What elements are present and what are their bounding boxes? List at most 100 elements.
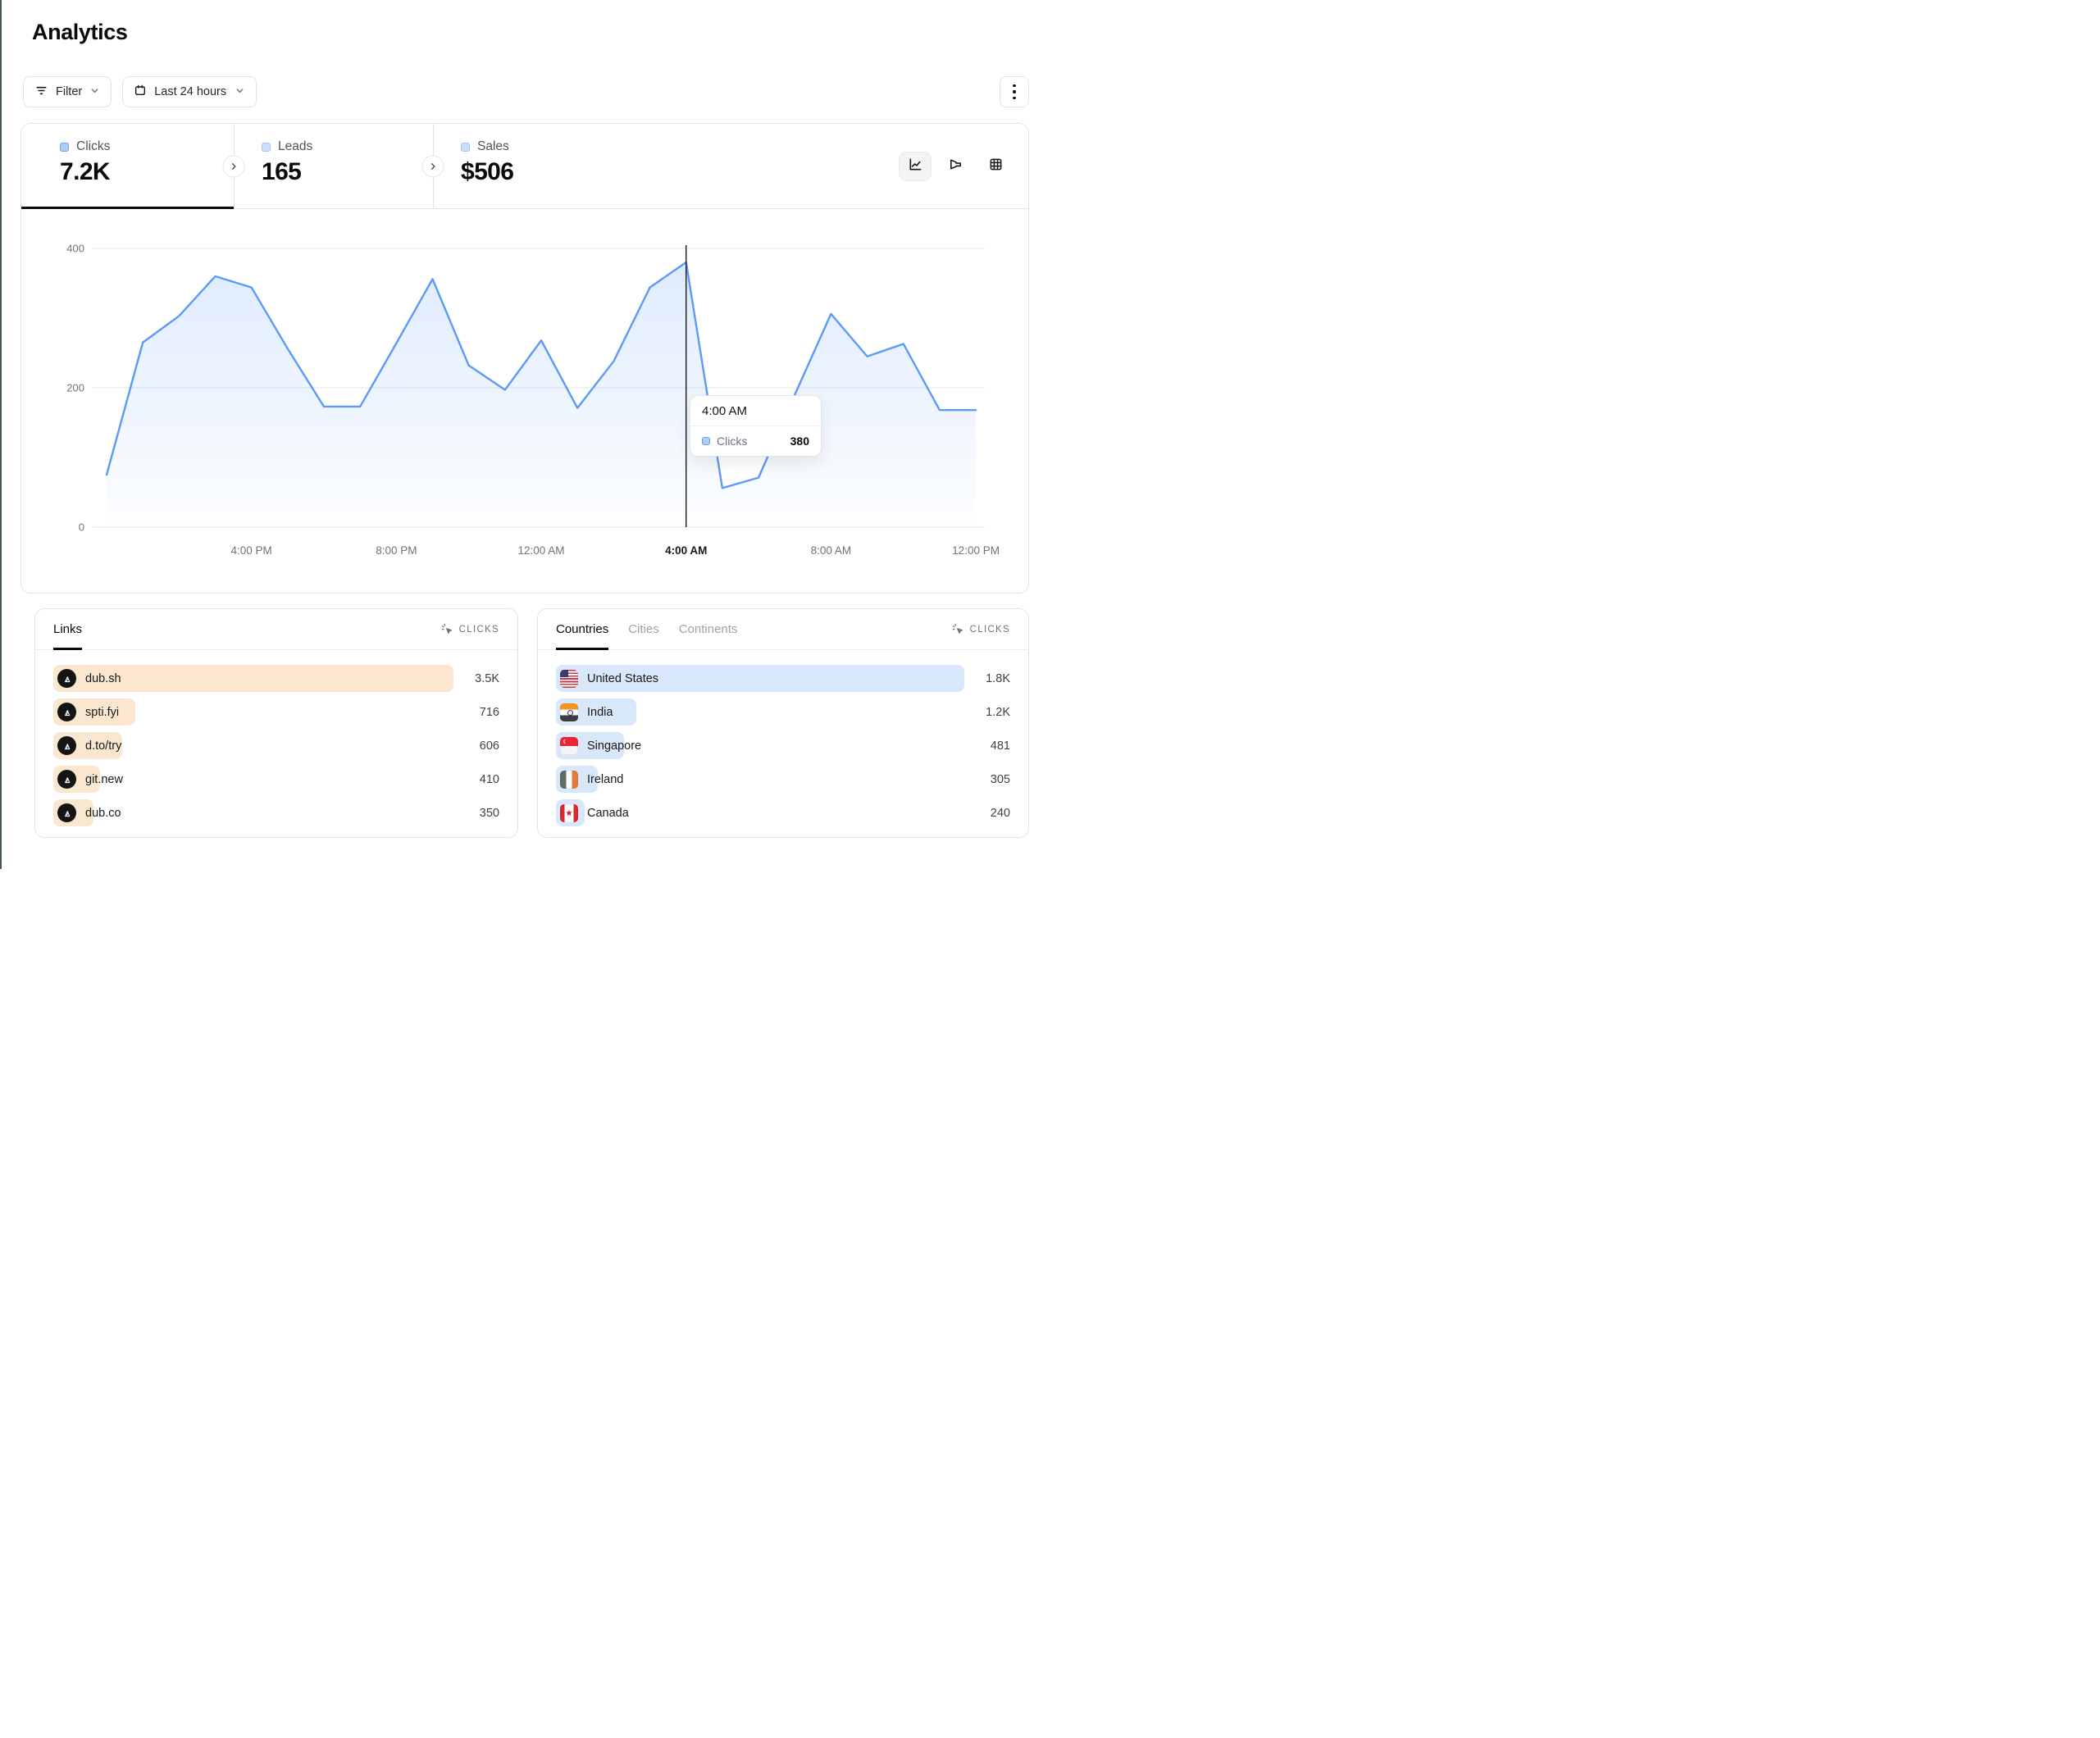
chart-tooltip: 4:00 AM Clicks 380: [690, 395, 822, 457]
flag-us-icon: [560, 669, 578, 688]
line-chart-view-button[interactable]: [899, 151, 932, 181]
active-stat-indicator: [21, 207, 234, 209]
geo-metric-label: CLICKS: [969, 624, 1010, 635]
clicks-legend-square: [60, 142, 69, 152]
table-view-button[interactable]: [979, 152, 1012, 181]
row-label: India: [587, 705, 613, 719]
y-axis-tick-label: 200: [66, 382, 84, 394]
stats-row: Clicks 7.2K Leads 165 Sales $506: [21, 124, 1028, 209]
more-options-button[interactable]: [1000, 76, 1029, 107]
geo-metric-selector[interactable]: CLICKS: [952, 609, 1010, 649]
row-label: git.new: [85, 772, 123, 786]
window-edge-accent: [0, 0, 2, 869]
row-label: dub.co: [85, 806, 121, 820]
row-label: d.to/try: [85, 739, 122, 753]
link-row[interactable]: git.new 410: [53, 766, 499, 793]
area-fill: [107, 262, 977, 527]
tooltip-legend-square: [702, 437, 710, 445]
row-label: United States: [587, 671, 659, 685]
country-row[interactable]: Canada 240: [556, 799, 1010, 826]
tab-cities[interactable]: Cities: [628, 622, 659, 636]
date-range-button[interactable]: Last 24 hours: [122, 76, 257, 107]
row-label: dub.sh: [85, 671, 121, 685]
geo-panel-header: Countries Cities Continents CLICKS: [538, 609, 1028, 650]
link-row[interactable]: dub.sh 3.5K: [53, 665, 499, 692]
value-bar: [556, 665, 964, 692]
chevron-down-icon: [89, 85, 100, 99]
area-chart-svg[interactable]: 400 200 0 4:00 PM 8:00 PM 12:00 AM 4:00 AM 8:00…: [50, 239, 1009, 566]
geo-panel: Countries Cities Continents CLICKS United …: [537, 608, 1029, 838]
country-row[interactable]: Singapore 481: [556, 732, 1010, 759]
tooltip-series-label: Clicks: [717, 434, 748, 448]
links-metric-selector[interactable]: CLICKS: [441, 609, 499, 649]
cursor-rays-icon: [952, 623, 963, 634]
row-value: 305: [990, 772, 1010, 786]
tab-continents[interactable]: Continents: [678, 622, 738, 636]
stat-clicks-label: Clicks: [76, 139, 111, 153]
filter-lines-icon: [34, 84, 48, 101]
row-value: 240: [990, 806, 1010, 820]
stat-leads[interactable]: Leads 165: [234, 124, 433, 208]
stat-clicks[interactable]: Clicks 7.2K: [21, 124, 234, 209]
y-axis-tick-label: 0: [79, 521, 84, 534]
link-row[interactable]: dub.co 350: [53, 799, 499, 826]
stat-leads-label: Leads: [278, 139, 313, 153]
date-range-label: Last 24 hours: [154, 85, 227, 98]
row-label: Canada: [587, 806, 629, 820]
stat-sales-label: Sales: [477, 139, 509, 153]
filter-button-label: Filter: [56, 85, 83, 98]
clicks-line: [105, 261, 977, 489]
y-axis-tick-label: 400: [66, 243, 84, 255]
leads-legend-square: [262, 142, 271, 152]
link-row[interactable]: spti.fyi 716: [53, 698, 499, 726]
country-row[interactable]: Ireland 305: [556, 766, 1010, 793]
links-panel: Links CLICKS dub.sh 3.5K spti.fyi 716 d.to/t…: [34, 608, 518, 838]
x-axis-tick-label: 8:00 AM: [811, 544, 852, 557]
page-title: Analytics: [32, 20, 128, 44]
stat-leads-value: 165: [262, 158, 302, 185]
tooltip-value: 380: [790, 434, 809, 448]
x-axis-tick-label: 4:00 PM: [231, 544, 272, 557]
dub-logo-icon: [57, 736, 76, 755]
row-value: 481: [990, 739, 1010, 753]
sales-legend-square: [461, 142, 470, 152]
tab-countries[interactable]: Countries: [556, 609, 609, 650]
links-list: dub.sh 3.5K spti.fyi 716 d.to/try 606 git.new 4…: [35, 650, 517, 826]
country-row[interactable]: India 1.2K: [556, 698, 1010, 726]
flag-ca-icon: [560, 803, 578, 822]
row-value: 410: [479, 772, 499, 786]
value-bar: [53, 665, 453, 692]
country-row[interactable]: United States 1.8K: [556, 665, 1010, 692]
dub-logo-icon: [57, 803, 76, 822]
flag-in-icon: [560, 703, 578, 721]
analytics-card: Clicks 7.2K Leads 165 Sales $506: [20, 123, 1029, 594]
table-grid-icon: [988, 157, 1004, 176]
row-label: Singapore: [587, 739, 642, 753]
toolbar: Filter Last 24 hours: [23, 76, 257, 107]
row-value: 3.5K: [475, 671, 499, 685]
tab-links[interactable]: Links: [53, 609, 83, 650]
x-axis-tick-label: 12:00 AM: [518, 544, 565, 557]
tooltip-time: 4:00 AM: [690, 396, 821, 426]
countries-list: United States 1.8K India 1.2K Singapore 481 Ir…: [538, 650, 1028, 826]
funnel-chart-icon: [948, 157, 963, 176]
chart-view-toggles: [899, 151, 1012, 181]
line-chart-icon: [908, 157, 923, 176]
link-row[interactable]: d.to/try 606: [53, 732, 499, 759]
x-axis-tick-label: 12:00 PM: [952, 544, 1000, 557]
stat-expand-chevron[interactable]: [222, 155, 245, 177]
funnel-chart-view-button[interactable]: [939, 152, 972, 181]
dub-logo-icon: [57, 669, 76, 688]
kebab-menu-icon: [1013, 84, 1016, 100]
stat-expand-chevron[interactable]: [421, 155, 444, 177]
chevron-down-icon: [235, 85, 245, 99]
row-value: 1.8K: [986, 671, 1010, 685]
flag-ie-icon: [560, 770, 578, 789]
row-label: Ireland: [587, 772, 624, 786]
filter-button[interactable]: Filter: [23, 76, 112, 107]
row-value: 606: [479, 739, 499, 753]
calendar-icon: [134, 84, 147, 100]
row-value: 350: [479, 806, 499, 820]
links-metric-label: CLICKS: [458, 624, 499, 635]
links-panel-header: Links CLICKS: [35, 609, 517, 650]
